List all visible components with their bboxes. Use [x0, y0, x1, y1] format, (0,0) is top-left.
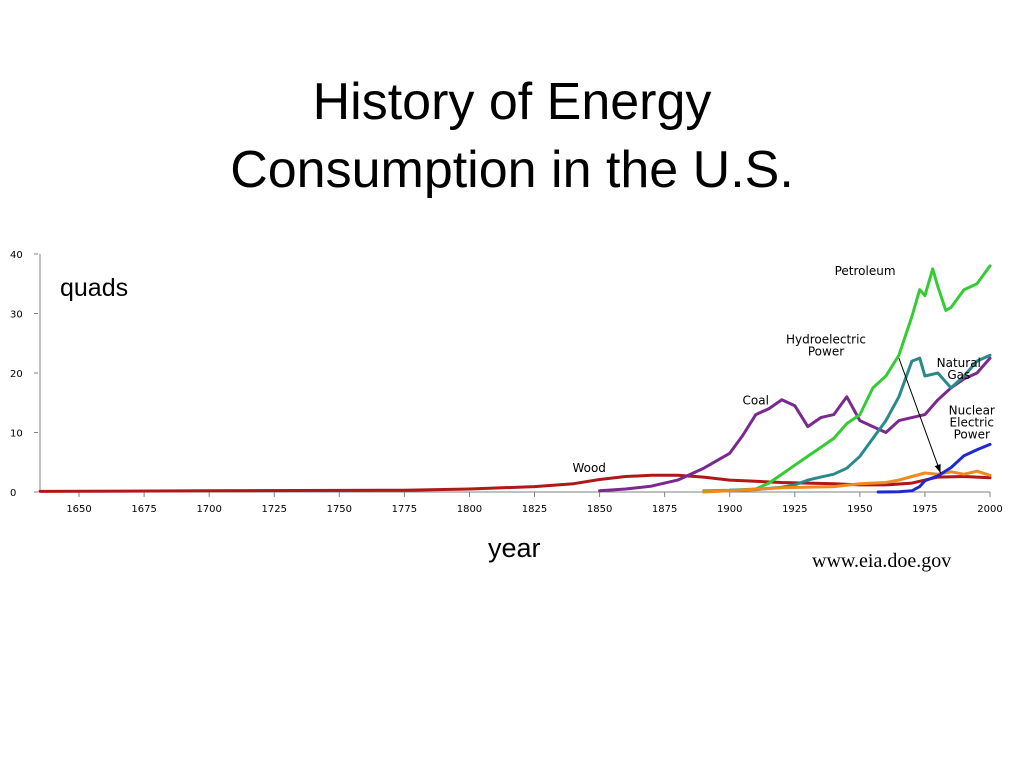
x-tick-label: 2000: [977, 504, 1002, 515]
x-tick-label: 1700: [196, 504, 221, 515]
x-tick-label: 1775: [392, 504, 417, 515]
x-tick-label: 1800: [457, 504, 482, 515]
x-tick-label: 1725: [262, 504, 287, 515]
series-label-coal: Coal: [743, 394, 769, 408]
series-label-hydroelectric-power: Hydroelectric Power: [786, 332, 866, 358]
x-tick-label: 1675: [131, 504, 156, 515]
x-tick-label: 1825: [522, 504, 547, 515]
x-tick-label: 1875: [652, 504, 677, 515]
slide-title: History of Energy Consumption in the U.S…: [0, 68, 1024, 204]
y-tick-label: 40: [10, 250, 23, 261]
x-tick-label: 1750: [327, 504, 352, 515]
series-label-nuclear-electric-power: Nuclear Electric Power: [949, 404, 995, 442]
series-line-petroleum: [702, 264, 992, 493]
x-tick-label: 1850: [587, 504, 612, 515]
annotation-arrowhead: [934, 463, 941, 473]
series-line-nuclear-electric-power: [876, 442, 992, 494]
annotation-arrow-line: [898, 357, 942, 474]
source-credit: www.eia.doe.gov: [812, 550, 952, 572]
x-tick-label: 1925: [782, 504, 807, 515]
series-label-wood: Wood: [572, 461, 605, 475]
series-label-petroleum: Petroleum: [835, 264, 896, 278]
title-line-1: History of Energy: [312, 73, 712, 131]
series-line-hydroelectric-power: [702, 469, 992, 494]
series-line-wood: [38, 473, 992, 493]
series-line-coal: [598, 356, 992, 493]
series-line-natural-gas: [728, 353, 992, 492]
y-tick-label: 30: [10, 310, 23, 321]
x-tick-label: 1950: [847, 504, 872, 515]
y-tick-label: 0: [10, 488, 16, 499]
title-line-2: Consumption in the U.S.: [230, 141, 794, 199]
x-tick-label: 1650: [66, 504, 91, 515]
series-label-natural-gas: Natural Gas: [937, 356, 981, 382]
y-tick-label: 10: [10, 429, 23, 440]
x-tick-label: 1900: [717, 504, 742, 515]
x-axis-label: year: [488, 533, 541, 563]
y-tick-label: 20: [10, 369, 23, 380]
x-tick-label: 1975: [912, 504, 937, 515]
y-axis-unit-label: quads: [60, 274, 129, 302]
energy-chart: 0 10 20 30 40 1650 1675 1700 1725 1750 1775 1800 182…: [10, 250, 1003, 515]
